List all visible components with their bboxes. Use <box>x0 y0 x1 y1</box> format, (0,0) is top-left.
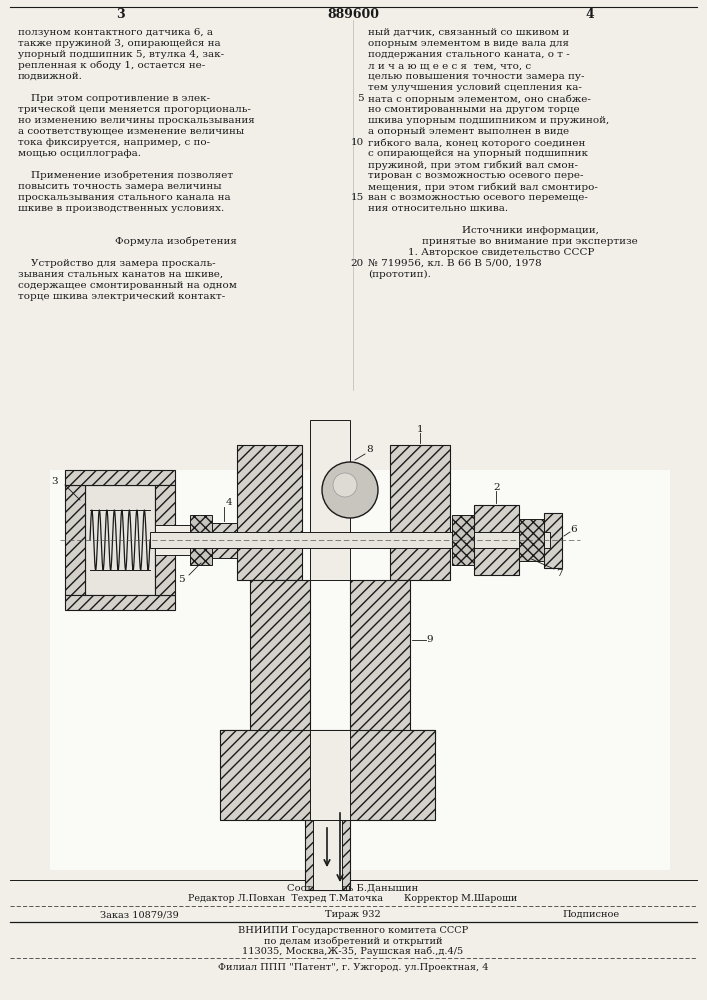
Bar <box>85 485 155 595</box>
Bar <box>237 540 302 580</box>
Text: упорный подшипник 5, втулка 4, зак-: упорный подшипник 5, втулка 4, зак- <box>18 50 224 59</box>
Bar <box>150 532 550 548</box>
Text: № 719956, кл. В 66 В 5/00, 1978: № 719956, кл. В 66 В 5/00, 1978 <box>368 259 542 268</box>
Text: Филиал ППП "Патент", г. Ужгород. ул.Проектная, 4: Филиал ППП "Патент", г. Ужгород. ул.Прое… <box>218 963 489 972</box>
Text: 1. Авторское свидетельство СССР: 1. Авторское свидетельство СССР <box>395 248 595 257</box>
Bar <box>474 505 519 575</box>
Text: тем улучшения условий сцепления ка-: тем улучшения условий сцепления ка- <box>368 83 582 92</box>
Bar <box>220 730 435 820</box>
Text: шкива упорным подшипником и пружиной,: шкива упорным подшипником и пружиной, <box>368 116 609 125</box>
Text: содержащее смонтированный на одном: содержащее смонтированный на одном <box>18 281 237 290</box>
Text: а опорный элемент выполнен в виде: а опорный элемент выполнен в виде <box>368 127 569 136</box>
Text: тирован с возможностью осевого пере-: тирован с возможностью осевого пере- <box>368 171 583 180</box>
Text: также пружиной 3, опирающейся на: также пружиной 3, опирающейся на <box>18 39 221 48</box>
Text: с опирающейся на упорный подшипник: с опирающейся на упорный подшипник <box>368 149 588 158</box>
Bar <box>237 445 302 540</box>
Text: 2: 2 <box>493 483 500 491</box>
Text: (прототип).: (прототип). <box>368 270 431 279</box>
Text: Источники информации,: Источники информации, <box>462 226 598 235</box>
Text: Устройство для замера проскаль-: Устройство для замера проскаль- <box>18 259 216 268</box>
Text: Формула изобретения: Формула изобретения <box>115 237 237 246</box>
Text: 3: 3 <box>52 478 58 487</box>
Text: поддержания стального каната, о т -: поддержания стального каната, о т - <box>368 50 570 59</box>
Text: 15: 15 <box>351 193 364 202</box>
Text: ползуном контактного датчика 6, а: ползуном контактного датчика 6, а <box>18 28 213 37</box>
Text: тока фиксируется, например, с по-: тока фиксируется, например, с по- <box>18 138 210 147</box>
Bar <box>190 515 212 565</box>
Text: торце шкива электрический контакт-: торце шкива электрический контакт- <box>18 292 226 301</box>
Polygon shape <box>220 730 250 740</box>
Text: Тираж 932: Тираж 932 <box>325 910 381 919</box>
Bar <box>212 522 237 558</box>
Bar <box>65 485 85 595</box>
Text: принятые во внимание при экспертизе: принятые во внимание при экспертизе <box>422 237 638 246</box>
Text: Составитель Б.Данышин: Составитель Б.Данышин <box>287 884 419 893</box>
Text: 113035, Москва,Ж-35, Раушская наб.,д.4/5: 113035, Москва,Ж-35, Раушская наб.,д.4/5 <box>243 946 464 956</box>
Text: 5: 5 <box>357 94 364 103</box>
Text: ВНИИПИ Государственного комитета СССР: ВНИИПИ Государственного комитета СССР <box>238 926 468 935</box>
Text: При этом сопротивление в элек-: При этом сопротивление в элек- <box>18 94 210 103</box>
Text: л и ч а ю щ е е с я  тем, что, с: л и ч а ю щ е е с я тем, что, с <box>368 61 531 70</box>
Text: 9: 9 <box>427 636 433 645</box>
Bar <box>50 470 670 870</box>
Text: Заказ 10879/39: Заказ 10879/39 <box>100 910 179 919</box>
Text: шкиве в производственных условиях.: шкиве в производственных условиях. <box>18 204 224 213</box>
Text: репленная к ободу 1, остается не-: репленная к ободу 1, остается не- <box>18 61 205 70</box>
Bar <box>65 470 175 485</box>
Text: Подписное: Подписное <box>563 910 620 919</box>
Text: ния относительно шкива.: ния относительно шкива. <box>368 204 508 213</box>
Text: 5: 5 <box>177 576 185 584</box>
Text: 889600: 889600 <box>327 8 379 21</box>
Bar <box>310 420 350 580</box>
Text: гибкого вала, конец которого соединен: гибкого вала, конец которого соединен <box>368 138 585 147</box>
Text: 4: 4 <box>226 498 233 507</box>
Text: ный датчик, связанный со шкивом и: ный датчик, связанный со шкивом и <box>368 28 569 37</box>
Text: повысить точность замера величины: повысить точность замера величины <box>18 182 221 191</box>
Text: мещения, при этом гибкий вал смонтиро-: мещения, при этом гибкий вал смонтиро- <box>368 182 598 192</box>
Text: 6: 6 <box>571 526 578 534</box>
Bar <box>390 540 450 580</box>
Bar <box>65 595 175 610</box>
Text: 8: 8 <box>367 446 373 454</box>
Text: ван с возможностью осевого перемеще-: ван с возможностью осевого перемеще- <box>368 193 588 202</box>
Text: 10: 10 <box>351 138 364 147</box>
Text: а соответствующее изменение величины: а соответствующее изменение величины <box>18 127 244 136</box>
Text: проскальзывания стального канала на: проскальзывания стального канала на <box>18 193 230 202</box>
Circle shape <box>333 473 357 497</box>
Circle shape <box>322 462 378 518</box>
Text: но смонтированными на другом торце: но смонтированными на другом торце <box>368 105 580 114</box>
Text: Применение изобретения позволяет: Применение изобретения позволяет <box>18 171 233 180</box>
Text: 7: 7 <box>556 568 562 578</box>
Text: 4: 4 <box>585 8 595 21</box>
Text: ната с опорным элементом, оно снабже-: ната с опорным элементом, оно снабже- <box>368 94 591 104</box>
Bar <box>310 730 350 820</box>
Text: пружиной, при этом гибкий вал смон-: пружиной, при этом гибкий вал смон- <box>368 160 578 169</box>
Bar <box>544 512 562 568</box>
Bar <box>313 820 342 890</box>
Text: подвижной.: подвижной. <box>18 72 83 81</box>
Text: 1: 1 <box>416 424 423 434</box>
Bar <box>155 525 190 555</box>
Bar <box>519 519 544 561</box>
Text: Редактор Л.Повхан  Техред Т.Маточка       Корректор М.Шароши: Редактор Л.Повхан Техред Т.Маточка Корре… <box>188 894 518 903</box>
Polygon shape <box>250 580 310 740</box>
Bar <box>390 445 450 540</box>
Text: целью повышения точности замера пу-: целью повышения точности замера пу- <box>368 72 585 81</box>
Polygon shape <box>410 730 435 740</box>
Text: зывания стальных канатов на шкиве,: зывания стальных канатов на шкиве, <box>18 270 223 279</box>
Text: мощью осциллографа.: мощью осциллографа. <box>18 149 141 158</box>
Text: трической цепи меняется прогорциональ-: трической цепи меняется прогорциональ- <box>18 105 251 114</box>
Bar <box>155 485 175 595</box>
Text: 20: 20 <box>351 259 364 268</box>
Text: опорным элементом в виде вала для: опорным элементом в виде вала для <box>368 39 569 48</box>
Text: 3: 3 <box>116 8 124 21</box>
Polygon shape <box>350 580 410 740</box>
Bar <box>452 515 474 565</box>
Bar <box>305 820 350 890</box>
Text: по делам изобретений и открытий: по делам изобретений и открытий <box>264 936 443 946</box>
Text: но изменению величины проскальзывания: но изменению величины проскальзывания <box>18 116 255 125</box>
